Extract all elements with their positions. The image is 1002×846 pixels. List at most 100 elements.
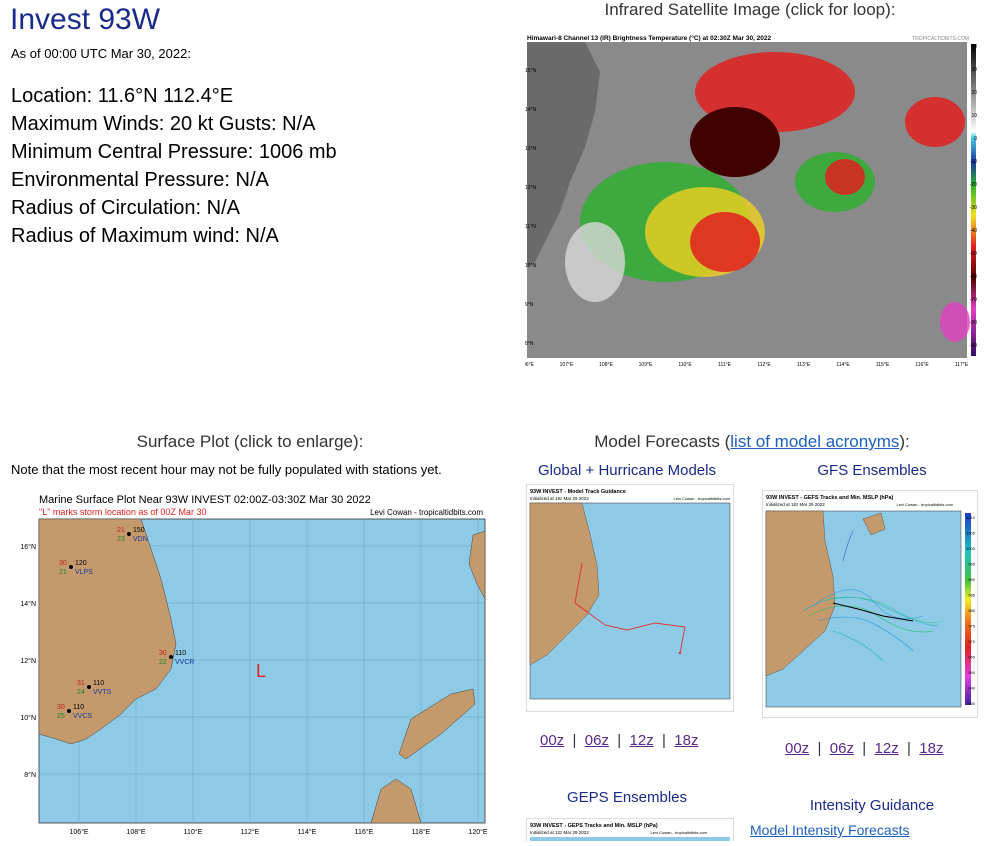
- sat-lon-label: 116°E: [915, 362, 929, 368]
- global-run-00z[interactable]: 00z: [540, 732, 565, 749]
- sat-scale-label: 40: [971, 44, 977, 50]
- station-temp: 30: [159, 650, 167, 657]
- station-id: VDN: [133, 536, 148, 543]
- sat-lon-label: 108°E: [599, 362, 613, 368]
- surface-plot-link[interactable]: Marine Surface Plot Near 93W INVEST 02:0…: [11, 489, 489, 839]
- gfs-chart-credit: Levi Cowan - tropicaltidbits.com: [897, 502, 954, 507]
- sat-lat-label: 10°N: [525, 263, 537, 269]
- sat-lon-label: 117°E: [955, 362, 969, 368]
- satellite-heading: Infrared Satellite Image (click for loop…: [604, 0, 896, 19]
- global-chart-subtitle: Initialized at 18z Mar 29 2022: [530, 496, 589, 501]
- sat-scale-label: -90: [970, 343, 977, 349]
- satellite-image: Himawari-8 Channel 13 (IR) Brightness Te…: [520, 34, 977, 368]
- station-pressure: 150: [133, 527, 145, 534]
- surface-note: Note that the most recent hour may not b…: [11, 462, 442, 477]
- station-pressure: 110: [73, 704, 84, 711]
- station-id: VVTS: [93, 689, 112, 696]
- gfs-ensembles-image-link[interactable]: 93W INVEST - GEFS Tracks and Min. MSLP (…: [762, 490, 978, 718]
- sat-lon-label: 110°E: [678, 362, 692, 368]
- model-acronyms-link[interactable]: list of model acronyms: [730, 432, 900, 451]
- as-of-timestamp: As of 00:00 UTC Mar 30, 2022:: [11, 46, 191, 61]
- satellite-credit: TROPICALTIDBITS.COM: [912, 36, 969, 42]
- surface-stations: 150 21 23 VDN 120 30 21 VLPS 110 30 22 VVCR 110 31 24 V…: [57, 527, 194, 720]
- sat-lon-label: 113°E: [797, 362, 811, 368]
- station-pressure: 110: [175, 650, 186, 657]
- storm-title: Invest 93W: [10, 3, 161, 36]
- sat-scale-label: 10: [971, 113, 977, 119]
- global-models-title: Global + Hurricane Models: [537, 462, 716, 479]
- surface-lon-labels: 106°E 108°E 110°E 112°E 114°E 116°E 118°E 120°E: [69, 828, 487, 836]
- sat-lat-label: 14°N: [525, 107, 537, 113]
- sat-scale-label: -70: [970, 297, 977, 303]
- station-marker: [67, 709, 71, 713]
- gfs-scale-label: 975: [968, 624, 975, 629]
- station-temp: 31: [77, 680, 85, 687]
- sfc-lat-label: 12°N: [20, 657, 36, 665]
- sat-scale-label: 30: [971, 67, 977, 73]
- station-id: VVCS: [73, 713, 92, 720]
- global-run-18z[interactable]: 18z: [674, 732, 699, 749]
- global-models-chart: 93W INVEST - Model Track Guidance Initia…: [529, 489, 731, 700]
- gfs-scale-label: 960: [968, 655, 975, 660]
- sat-lat-label: 13°N: [525, 146, 537, 152]
- station-pressure: 120: [75, 560, 87, 567]
- sat-scale-label: -30: [970, 205, 977, 211]
- global-chart-credit: Levi Cowan - tropicaltidbits.com: [674, 496, 731, 501]
- gfs-scale-label: 950: [968, 670, 975, 675]
- geps-ensembles-title: GEPS Ensembles: [566, 789, 688, 806]
- model-intensity-forecasts-link[interactable]: Model Intensity Forecasts: [750, 822, 910, 838]
- mslp-color-scale: [965, 513, 971, 705]
- station-marker: [69, 565, 73, 569]
- station-dewpoint: 25: [57, 713, 65, 720]
- env-pressure-text: Environmental Pressure: N/A: [11, 169, 269, 191]
- gfs-scale-label: 940: [968, 686, 975, 691]
- gfs-run-00z[interactable]: 00z: [785, 740, 810, 757]
- model-heading-suffix: ):: [899, 432, 910, 451]
- global-models-image-link[interactable]: 93W INVEST - Model Track Guidance Initia…: [526, 484, 734, 712]
- gfs-scale-label: 980: [968, 608, 975, 613]
- station-id: VLPS: [75, 569, 93, 576]
- station-dewpoint: 22: [159, 659, 167, 666]
- sat-lon-label: 106°E: [525, 362, 534, 368]
- sfc-lon-label: 106°E: [69, 828, 88, 836]
- geps-ensembles-chart: 93W INVEST - GEPS Tracks and Min. MSLP (…: [530, 823, 730, 841]
- location-text: Location: 11.6°N 112.4°E: [11, 85, 234, 107]
- global-run-06z[interactable]: 06z: [584, 732, 609, 749]
- gfs-run-06z[interactable]: 06z: [829, 740, 854, 757]
- gfs-scale-label: 1010: [966, 515, 976, 520]
- model-forecasts-heading: Model Forecasts (list of model acronyms)…: [527, 432, 977, 452]
- sfc-lon-label: 112°E: [241, 828, 260, 836]
- station-temp: 21: [117, 527, 125, 534]
- satellite-lon-labels: 106°E 107°E 108°E 109°E 110°E 111°E 112°E 113°E…: [520, 362, 969, 368]
- surface-plot-title: Marine Surface Plot Near 93W INVEST 02:0…: [39, 494, 371, 506]
- sat-lon-label: 111°E: [718, 362, 732, 368]
- gfs-scale-label: 1005: [966, 531, 976, 536]
- sat-scale-label: -80: [970, 320, 977, 326]
- satellite-scale-labels: 40 30 20 10 0 -10 -20 -30 -40 -50 -60 -70 -80 -90: [970, 44, 977, 349]
- global-chart-title: 93W INVEST - Model Track Guidance: [530, 489, 626, 495]
- satellite-image-link[interactable]: Himawari-8 Channel 13 (IR) Brightness Te…: [520, 32, 977, 372]
- radius-max-wind-text: Radius of Maximum wind: N/A: [11, 225, 279, 247]
- gfs-run-18z[interactable]: 18z: [919, 740, 944, 757]
- gfs-run-12z[interactable]: 12z: [874, 740, 899, 757]
- sfc-lat-label: 10°N: [20, 714, 36, 722]
- station-dewpoint: 24: [77, 689, 85, 696]
- sfc-lon-label: 120°E: [468, 828, 487, 836]
- sat-scale-label: -50: [970, 251, 977, 257]
- global-run-links: 00z | 06z | 12z | 18z: [540, 732, 699, 749]
- sfc-lon-label: 114°E: [298, 828, 317, 836]
- gfs-run-links: 00z | 06z | 12z | 18z: [785, 740, 944, 757]
- sat-scale-label: -60: [970, 274, 977, 280]
- station-temp: 30: [57, 704, 65, 711]
- geps-ensembles-image-link[interactable]: 93W INVEST - GEPS Tracks and Min. MSLP (…: [526, 818, 734, 841]
- sat-lat-label: 15°N: [525, 68, 537, 74]
- intensity-guidance-title: Intensity Guidance: [809, 797, 935, 814]
- geps-chart-title: 93W INVEST - GEPS Tracks and Min. MSLP (…: [530, 823, 658, 829]
- surface-plot-credit: Levi Cowan - tropicaltidbits.com: [370, 508, 483, 517]
- sat-scale-label: -20: [970, 182, 977, 188]
- global-run-12z[interactable]: 12z: [629, 732, 654, 749]
- sat-scale-label: 20: [971, 90, 977, 96]
- sat-scale-label: -40: [970, 228, 977, 234]
- sat-scale-label: -10: [970, 159, 977, 165]
- gfs-scale-label: 930: [968, 701, 975, 706]
